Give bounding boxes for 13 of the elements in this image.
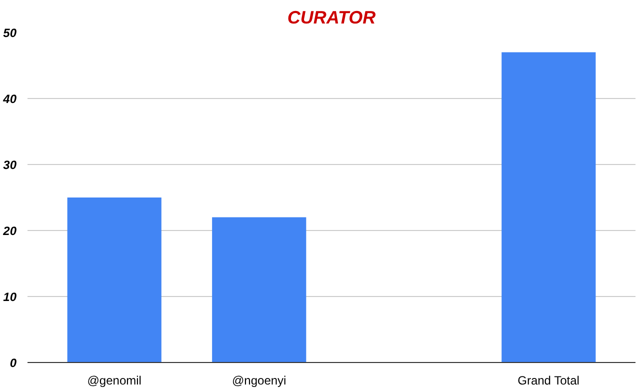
x-tick-label: @ngoenyi xyxy=(232,374,286,388)
bar xyxy=(67,198,162,362)
x-tick-label: Grand Total xyxy=(518,374,580,388)
chart-title: CURATOR xyxy=(287,8,376,28)
x-tick-label: @genomil xyxy=(87,374,142,388)
y-tick-label: 40 xyxy=(2,92,17,106)
y-tick-label: 50 xyxy=(3,26,17,40)
y-tick-label: 0 xyxy=(10,356,17,370)
y-tick-label: 10 xyxy=(3,290,17,304)
y-tick-label: 20 xyxy=(2,224,17,238)
bar xyxy=(502,52,596,362)
bar xyxy=(212,217,306,362)
y-tick-label: 30 xyxy=(3,158,17,172)
